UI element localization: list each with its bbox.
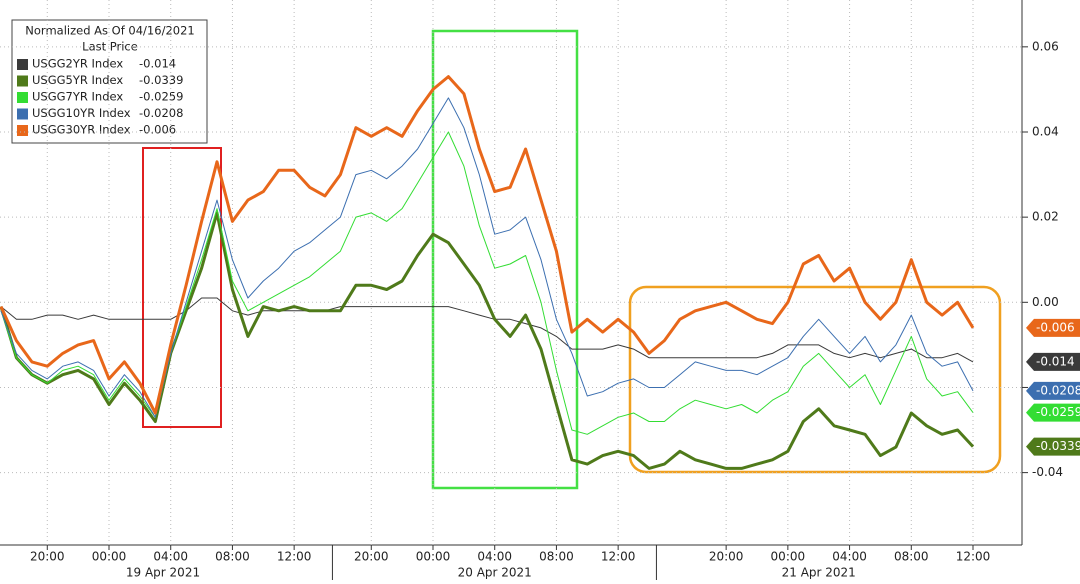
last-value-label: -0.0339 [1036, 439, 1080, 453]
legend-subtitle: Last Price [82, 40, 138, 54]
last-value-tag [1026, 381, 1080, 400]
last-value-tag [1026, 437, 1080, 456]
legend-value: -0.0259 [139, 90, 183, 104]
x-tick-label: 12:00 [601, 550, 636, 564]
legend-swatch [17, 59, 28, 70]
y-tick-label: 0.02 [1032, 210, 1059, 224]
last-value-tag [1026, 352, 1080, 371]
last-value-tag [1026, 403, 1080, 422]
highlight-box-green [431, 29, 579, 490]
x-tick-label: 00:00 [416, 550, 451, 564]
x-tick-label: 20:00 [30, 550, 65, 564]
legend-label: USGG10YR Index [32, 106, 131, 120]
x-tick-label: 08:00 [539, 550, 574, 564]
x-tick-label: 08:00 [215, 550, 250, 564]
legend-label: USGG2YR Index [32, 57, 123, 71]
legend-value: -0.006 [139, 123, 176, 137]
last-value-label: -0.0259 [1036, 405, 1080, 419]
series-line [0, 75, 975, 415]
y-tick-label: 0.00 [1032, 295, 1059, 309]
x-tick-label: 00:00 [92, 550, 127, 564]
legend-swatch [17, 92, 28, 103]
legend-value: -0.0339 [139, 73, 183, 87]
x-tick-label: 12:00 [956, 550, 991, 564]
highlight-box-red [142, 147, 222, 428]
last-value-label: -0.0208 [1036, 383, 1080, 397]
x-tick-label: 04:00 [832, 550, 867, 564]
x-tick-label: 00:00 [771, 550, 806, 564]
x-tick-label: 08:00 [894, 550, 929, 564]
legend-swatch [17, 108, 28, 120]
legend-value: -0.0208 [139, 106, 183, 120]
date-label: 19 Apr 2021 [126, 566, 200, 580]
x-tick-label: 12:00 [277, 550, 312, 564]
date-label: 21 Apr 2021 [782, 566, 856, 580]
series-line [0, 131, 974, 435]
last-value-tag [1026, 318, 1080, 337]
legend-value: -0.014 [139, 57, 176, 71]
series-line [0, 211, 975, 470]
series-line [0, 97, 974, 418]
y-tick-label: 0.06 [1032, 39, 1059, 53]
last-value-label: -0.006 [1036, 320, 1075, 334]
x-tick-label: 20:00 [354, 550, 389, 564]
x-tick-label: 04:00 [153, 550, 188, 564]
legend-title: Normalized As Of 04/16/2021 [25, 24, 194, 38]
x-tick-label: 04:00 [477, 550, 512, 564]
legend-swatch [17, 75, 28, 87]
series-line [0, 297, 974, 363]
last-value-label: -0.014 [1036, 354, 1075, 368]
legend-label: USGG30YR Index [32, 123, 131, 137]
grid [0, 0, 1022, 545]
legend-swatch [17, 125, 28, 136]
date-label: 20 Apr 2021 [458, 566, 532, 580]
y-tick-label: -0.04 [1032, 465, 1063, 479]
legend-label: USGG7YR Index [32, 90, 123, 104]
legend: Normalized As Of 04/16/2021 Last Price U… [11, 19, 208, 144]
y-tick-label: 0.04 [1032, 124, 1059, 138]
x-tick-label: 20:00 [709, 550, 744, 564]
legend-label: USGG5YR Index [32, 73, 123, 87]
